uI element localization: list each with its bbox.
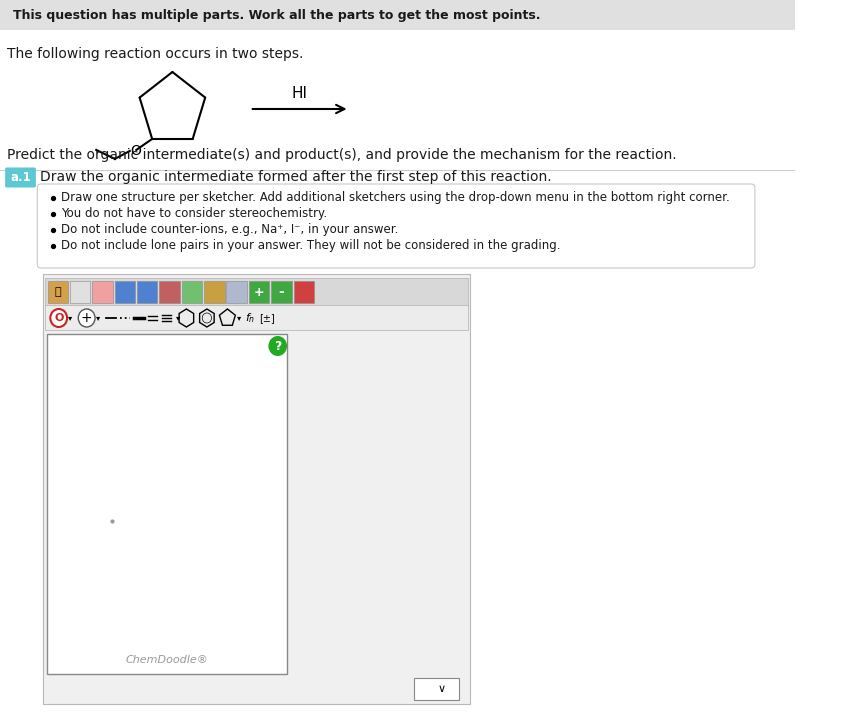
Text: ChemDoodle®: ChemDoodle® bbox=[125, 655, 208, 665]
Bar bbox=[44, 305, 467, 330]
Bar bbox=[0, 0, 794, 30]
Text: ▾: ▾ bbox=[95, 313, 100, 323]
Text: -: - bbox=[279, 285, 284, 299]
Text: This question has multiple parts. Work all the parts to get the most points.: This question has multiple parts. Work a… bbox=[13, 9, 540, 21]
Text: O: O bbox=[130, 144, 141, 158]
Bar bbox=[204, 281, 224, 303]
Bar bbox=[293, 281, 314, 303]
Bar bbox=[114, 281, 135, 303]
Text: ∨: ∨ bbox=[437, 684, 446, 694]
Text: a.1: a.1 bbox=[10, 171, 31, 184]
Text: ▾: ▾ bbox=[237, 313, 241, 323]
Bar bbox=[137, 281, 158, 303]
Text: $f_n$: $f_n$ bbox=[245, 311, 255, 325]
Text: Predict the organic intermediate(s) and product(s), and provide the mechanism fo: Predict the organic intermediate(s) and … bbox=[8, 148, 676, 162]
Bar bbox=[43, 274, 469, 704]
Text: ?: ? bbox=[273, 340, 281, 352]
Bar bbox=[47, 334, 287, 674]
Text: Do not include counter-ions, e.g., Na⁺, I⁻, in your answer.: Do not include counter-ions, e.g., Na⁺, … bbox=[60, 224, 398, 236]
Text: Do not include lone pairs in your answer. They will not be considered in the gra: Do not include lone pairs in your answer… bbox=[60, 239, 560, 253]
FancyBboxPatch shape bbox=[37, 184, 754, 268]
Circle shape bbox=[268, 336, 287, 356]
Bar bbox=[48, 281, 68, 303]
Bar bbox=[70, 281, 90, 303]
Text: [±]: [±] bbox=[258, 313, 274, 323]
Text: ✋: ✋ bbox=[55, 287, 61, 297]
Text: O: O bbox=[54, 313, 63, 323]
Bar bbox=[159, 281, 180, 303]
Bar bbox=[271, 281, 291, 303]
Text: Draw the organic intermediate formed after the first step of this reaction.: Draw the organic intermediate formed aft… bbox=[40, 170, 551, 184]
Text: ▾: ▾ bbox=[176, 313, 180, 323]
Bar bbox=[413, 678, 458, 700]
Text: You do not have to consider stereochemistry.: You do not have to consider stereochemis… bbox=[60, 207, 326, 221]
Bar bbox=[92, 281, 112, 303]
Text: The following reaction occurs in two steps.: The following reaction occurs in two ste… bbox=[8, 47, 303, 61]
FancyBboxPatch shape bbox=[5, 167, 36, 187]
Text: ▾: ▾ bbox=[67, 313, 72, 323]
Bar bbox=[44, 278, 467, 306]
Text: +: + bbox=[254, 286, 264, 298]
Text: Draw one structure per sketcher. Add additional sketchers using the drop-down me: Draw one structure per sketcher. Add add… bbox=[60, 192, 728, 204]
Bar bbox=[226, 281, 247, 303]
Text: +: + bbox=[81, 311, 92, 325]
Circle shape bbox=[50, 309, 67, 327]
Bar bbox=[181, 281, 202, 303]
Bar bbox=[249, 281, 269, 303]
Circle shape bbox=[78, 309, 95, 327]
Text: HI: HI bbox=[291, 85, 308, 100]
